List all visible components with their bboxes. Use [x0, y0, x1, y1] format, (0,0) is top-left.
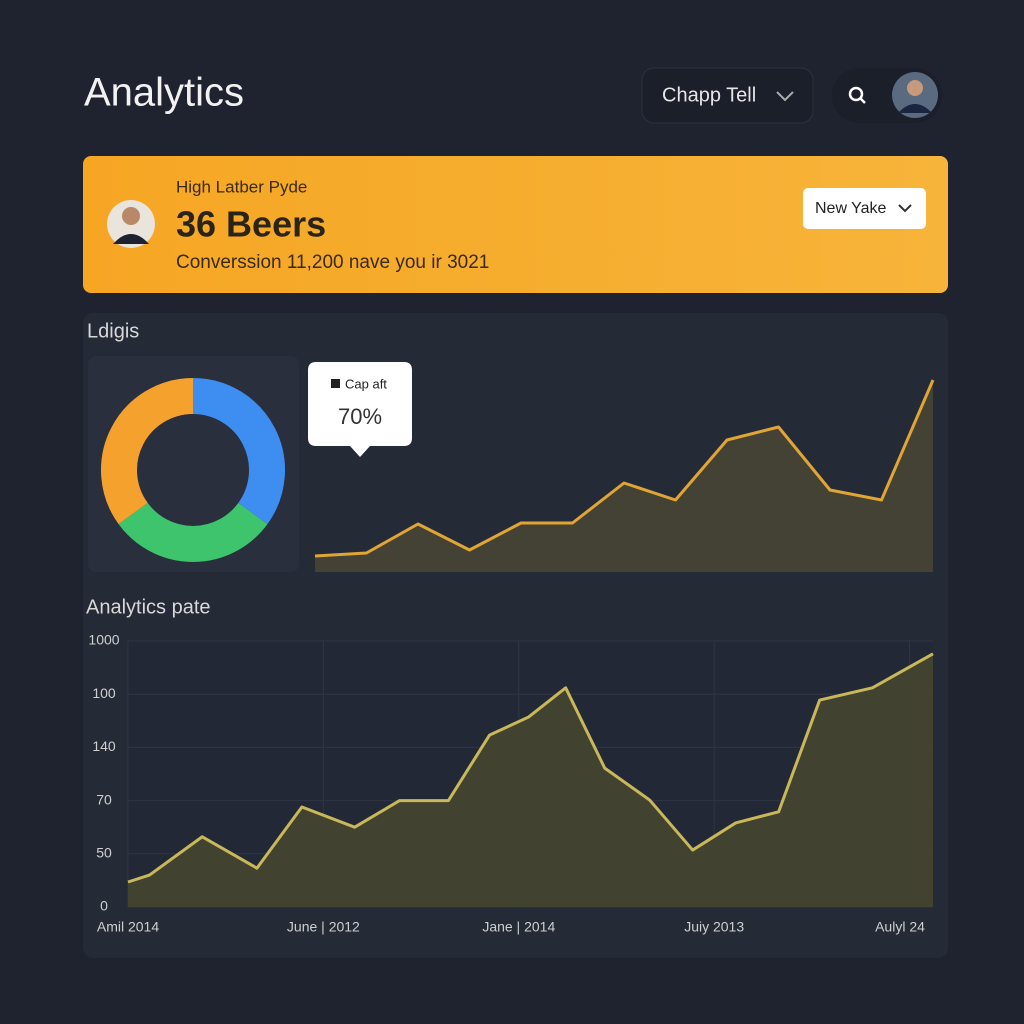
chart-title: Analytics pate — [86, 596, 211, 618]
account-dropdown[interactable]: Chapp Tell — [641, 67, 814, 124]
search-icon-handle — [859, 97, 866, 104]
chevron — [898, 204, 912, 213]
y-tick-label: 1000 — [88, 632, 119, 648]
panel-title: Ldigis — [87, 320, 139, 342]
y-tick-label: 0 — [100, 898, 108, 914]
dropdown-box[interactable] — [641, 67, 814, 124]
avatar-face — [907, 80, 923, 96]
banner-subtext: Converssion 11,200 nave you ir 3021 — [176, 252, 489, 273]
x-tick-label: Jane | 2014 — [482, 919, 555, 935]
chevron — [776, 91, 794, 102]
banner-avatar-body — [113, 234, 149, 244]
banner-label: High Latber Pyde — [176, 177, 307, 196]
tooltip-label: Cap aft — [345, 376, 387, 391]
y-tick-label: 100 — [92, 685, 116, 701]
banner-avatar-face — [122, 207, 140, 225]
chart-layer: Cap aft 70% Analytics pate 0 50 70 140 100 1000 A… — [86, 362, 935, 935]
x-tick-label: Aulyl 24 — [875, 919, 925, 935]
dropdown-box[interactable] — [803, 188, 926, 229]
donut-segment — [118, 502, 268, 562]
profile-avatar[interactable] — [892, 72, 938, 118]
banner-headline: 36 Beers — [176, 204, 326, 245]
x-tick-label: Juiy 2013 — [684, 919, 744, 935]
search-button[interactable] — [848, 86, 866, 104]
banner — [83, 156, 948, 293]
y-tick-label: 50 — [96, 845, 112, 861]
area-line — [127, 652, 934, 884]
location-dropdown[interactable]: New Yake — [803, 188, 926, 229]
area-line — [314, 379, 935, 558]
y-tick-label: 140 — [92, 738, 116, 754]
x-tick-label: June | 2012 — [287, 919, 360, 935]
area-fill — [128, 653, 933, 907]
search-icon[interactable] — [848, 86, 864, 102]
dropdown-label[interactable]: Chapp Tell — [662, 84, 756, 106]
page-title: Analytics — [84, 71, 244, 115]
tooltip-value: 70% — [338, 404, 382, 429]
donut-segment — [101, 378, 194, 525]
y-tick-label: 70 — [96, 791, 112, 807]
donut-segment — [192, 378, 285, 525]
avatar-body — [898, 104, 932, 113]
dropdown-label[interactable]: New Yake — [815, 200, 887, 217]
x-tick-label: Amil 2014 — [97, 919, 159, 935]
tooltip-swatch — [331, 379, 340, 388]
